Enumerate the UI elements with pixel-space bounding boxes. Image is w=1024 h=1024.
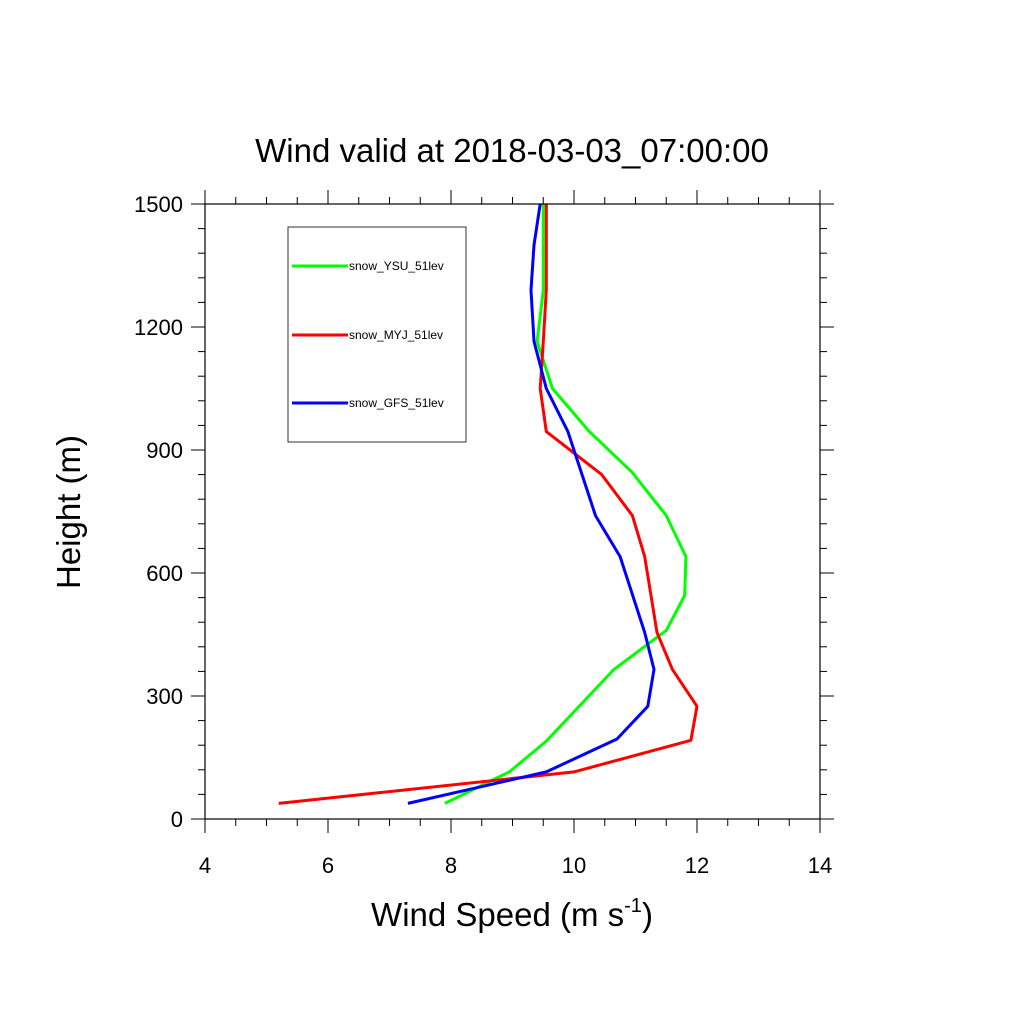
x-axis-title-exponent: -1: [624, 895, 642, 917]
y-tick-label: 300: [146, 684, 183, 709]
x-axis-title: Wind Speed (m s-1): [371, 895, 653, 933]
legend-label: snow_YSU_51lev: [349, 259, 444, 273]
plot-frame: [204, 203, 821, 820]
y-tick-label: 1200: [134, 315, 183, 340]
axis-tick-labels: 4 6 8 10 12 14 0 300 600 900 1200 1500: [134, 192, 832, 878]
series-line-snow_GFS_51lev: [407, 203, 656, 805]
y-tick-label: 600: [146, 561, 183, 586]
x-axis-title-close: ): [642, 896, 653, 933]
y-tick-label: 0: [171, 807, 183, 832]
y-axis-title: Height (m): [50, 435, 87, 589]
series-group: [278, 203, 699, 805]
x-tick-label: 10: [562, 853, 586, 878]
x-tick-label: 14: [808, 853, 832, 878]
legend-label: snow_MYJ_51lev: [349, 328, 443, 342]
chart-title: Wind valid at 2018-03-03_07:00:00: [255, 132, 769, 169]
series-line-snow_MYJ_51lev: [278, 204, 699, 805]
series-line-snow_YSU_51lev: [444, 204, 688, 805]
axis-ticks: [191, 190, 834, 833]
x-tick-label: 12: [685, 853, 709, 878]
legend: snow_YSU_51lev snow_MYJ_51lev snow_GFS_51l…: [287, 226, 467, 443]
x-axis-title-main: Wind Speed (m s: [371, 896, 624, 933]
y-tick-label: 1500: [134, 192, 183, 217]
x-tick-label: 6: [322, 853, 334, 878]
x-tick-label: 4: [199, 853, 211, 878]
y-tick-label: 900: [146, 438, 183, 463]
x-tick-label: 8: [445, 853, 457, 878]
legend-label: snow_GFS_51lev: [349, 396, 444, 410]
